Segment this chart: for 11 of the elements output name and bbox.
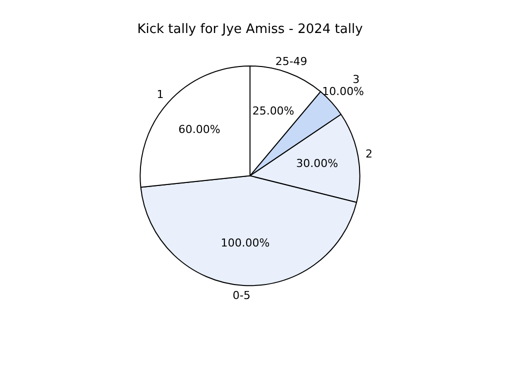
slice-label: 25-49: [275, 55, 308, 68]
data-label: 30.00%: [296, 156, 338, 170]
data-label: 60.00%: [178, 123, 220, 136]
slice-label: 1: [156, 88, 164, 101]
slice-label: 0-5: [232, 289, 251, 302]
slice-label: 2: [365, 148, 372, 161]
data-label: 25.00%: [252, 104, 294, 118]
slice-label: 3: [352, 73, 360, 86]
data-label: 100.00%: [220, 236, 270, 250]
chart-title: Kick tally for Jye Amiss - 2024 tally: [137, 22, 364, 38]
data-label: 10.00%: [322, 84, 364, 98]
